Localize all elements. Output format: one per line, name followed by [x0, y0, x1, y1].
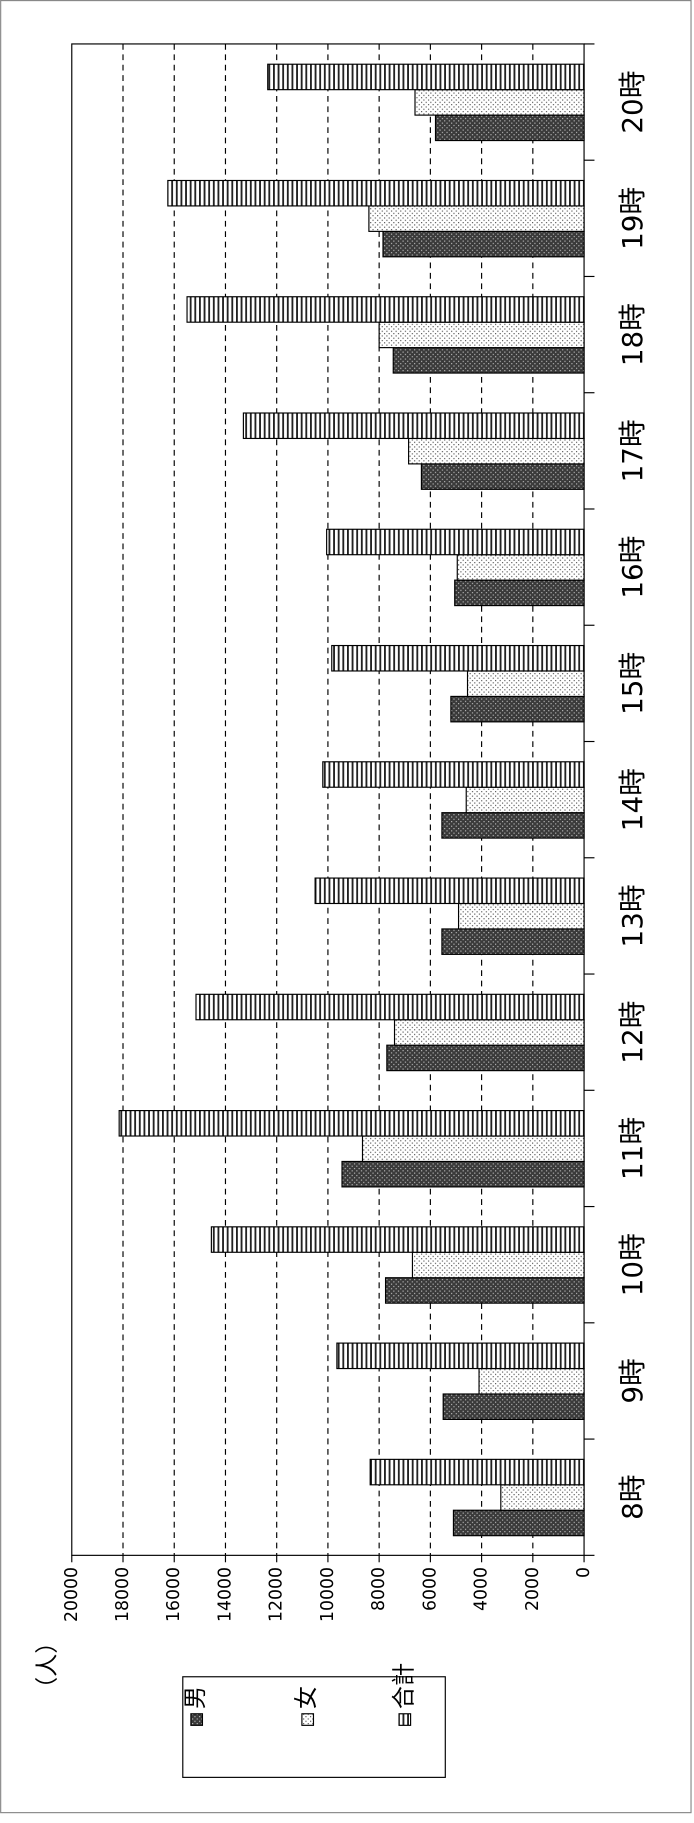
bar [326, 528, 585, 556]
bar [478, 1367, 585, 1395]
value-tick-label: 2000 [523, 1567, 543, 1611]
legend-label: 男 [183, 1686, 209, 1709]
bar [369, 1458, 585, 1486]
value-tick-label: 16000 [164, 1567, 184, 1622]
value-tick-label: 20000 [62, 1567, 82, 1622]
bar [167, 179, 585, 207]
bar [465, 786, 585, 814]
value-tick-label: 0 [574, 1567, 594, 1578]
bar [314, 877, 585, 905]
category-label: 8時 [616, 1475, 649, 1520]
category-label: 9時 [616, 1358, 649, 1403]
value-tick-label: 14000 [215, 1567, 235, 1622]
category-label: 20時 [616, 71, 649, 134]
bar [386, 1044, 585, 1072]
bar [361, 1135, 585, 1163]
category-label: 15時 [616, 652, 649, 715]
category-label: 12時 [616, 1001, 649, 1064]
bar [411, 1251, 585, 1279]
bar [434, 114, 585, 142]
bar [392, 347, 585, 374]
bar [441, 928, 585, 955]
category-label: 11時 [616, 1117, 649, 1180]
legend-swatch [190, 1713, 204, 1726]
bar [368, 205, 585, 232]
legend-swatch [301, 1713, 315, 1726]
legend-label: 女 [294, 1686, 320, 1709]
bar [420, 463, 585, 490]
bar [441, 812, 585, 839]
bar [442, 1393, 585, 1421]
bar [118, 1110, 585, 1137]
value-tick-label: 6000 [420, 1567, 440, 1611]
bar [500, 1484, 585, 1511]
bar [466, 670, 585, 697]
category-label: 19時 [616, 187, 649, 250]
legend-label: 合計 [391, 1663, 417, 1709]
bar [341, 1160, 585, 1188]
value-tick-label: 8000 [369, 1567, 389, 1611]
bar [331, 644, 585, 672]
value-tick-label: 10000 [318, 1567, 338, 1622]
value-tick-label: 12000 [267, 1567, 287, 1622]
bar [384, 1277, 585, 1304]
bar [210, 1226, 585, 1253]
legend-box [182, 1676, 446, 1778]
category-label: 10時 [616, 1233, 649, 1296]
category-label: 16時 [616, 536, 649, 599]
value-tick-label: 18000 [113, 1567, 133, 1622]
bar [456, 554, 585, 581]
y-axis-label: （人） [35, 1631, 61, 1700]
bar [242, 412, 585, 440]
bar [195, 993, 585, 1021]
legend-swatch [398, 1713, 412, 1726]
bar [186, 296, 585, 323]
bar [408, 437, 585, 465]
bar [454, 579, 585, 607]
bar [336, 1342, 585, 1370]
bar [378, 321, 585, 349]
category-label: 18時 [616, 303, 649, 366]
category-label: 13時 [616, 884, 649, 947]
value-tick-label: 4000 [472, 1567, 492, 1611]
bar [393, 1019, 585, 1046]
category-label: 17時 [616, 419, 649, 482]
bar [414, 89, 585, 116]
bar [267, 63, 585, 91]
bar [457, 902, 585, 930]
bar [382, 230, 585, 258]
bar [322, 761, 585, 788]
bar [452, 1509, 585, 1537]
bar [450, 695, 585, 723]
category-label: 14時 [616, 768, 649, 831]
